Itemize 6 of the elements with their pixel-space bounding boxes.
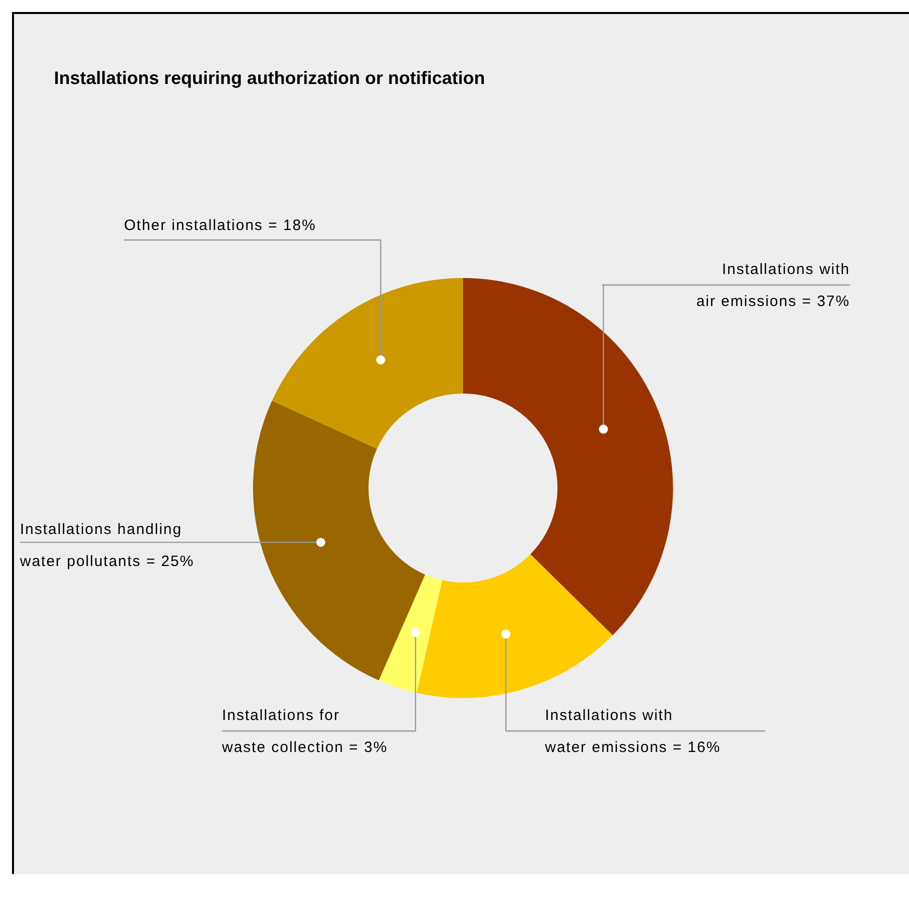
slice-label: Installations with air emissions = 37% bbox=[696, 261, 850, 310]
slice-label: Other installations = 18% bbox=[124, 217, 316, 234]
slice-label: Installations with water emissions = 16% bbox=[545, 707, 721, 756]
chart-title: Installations requiring authorization or notification bbox=[54, 68, 486, 89]
slice-label: Installations handling water pollutants = 25% bbox=[20, 521, 194, 570]
slice-label: Installations for waste collection = 3% bbox=[222, 707, 388, 756]
